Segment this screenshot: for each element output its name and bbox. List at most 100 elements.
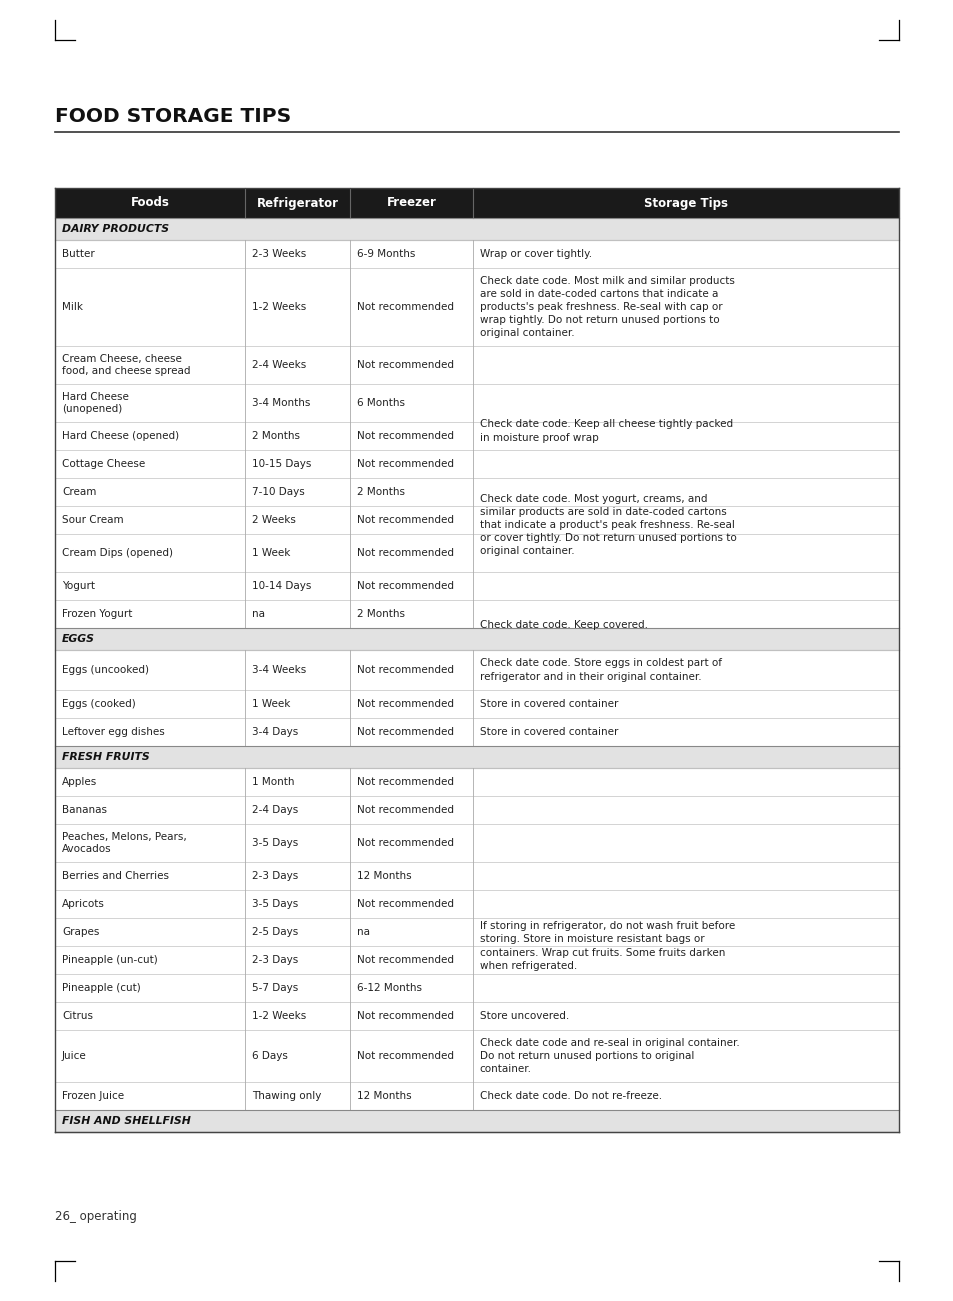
Bar — [55, 572, 898, 600]
Text: Check date code. Keep all cheese tightly packed
in moisture proof wrap: Check date code. Keep all cheese tightly… — [479, 419, 732, 442]
Text: 2 Months: 2 Months — [357, 609, 405, 619]
Text: 2-4 Weeks: 2-4 Weeks — [252, 360, 306, 369]
Text: Not recommended: Not recommended — [357, 360, 454, 369]
Bar — [55, 718, 898, 745]
Text: Wrap or cover tightly.: Wrap or cover tightly. — [479, 248, 591, 259]
Text: 6 Days: 6 Days — [252, 1051, 288, 1062]
Text: Pineapple (cut): Pineapple (cut) — [62, 984, 141, 993]
Text: Store in covered container: Store in covered container — [479, 699, 618, 709]
Text: Storage Tips: Storage Tips — [643, 196, 727, 209]
Text: Check date code. Most yogurt, creams, and
similar products are sold in date-code: Check date code. Most yogurt, creams, an… — [479, 493, 736, 557]
Text: Eggs (cooked): Eggs (cooked) — [62, 699, 135, 709]
Text: 6 Months: 6 Months — [357, 398, 405, 409]
Text: Thawing only: Thawing only — [252, 1092, 321, 1101]
Text: 3-4 Weeks: 3-4 Weeks — [252, 665, 306, 675]
Text: Apples: Apples — [62, 777, 97, 787]
Text: Not recommended: Not recommended — [357, 899, 454, 909]
Text: 3-4 Months: 3-4 Months — [252, 398, 310, 409]
Bar — [55, 974, 898, 1002]
Bar — [55, 1082, 898, 1110]
Text: 5-7 Days: 5-7 Days — [252, 984, 298, 993]
Text: 1 Month: 1 Month — [252, 777, 294, 787]
Text: Freezer: Freezer — [386, 196, 436, 209]
Text: Apricots: Apricots — [62, 899, 105, 909]
Bar — [55, 628, 898, 650]
Text: Check date code and re-seal in original container.
Do not return unused portions: Check date code and re-seal in original … — [479, 1038, 739, 1075]
Bar — [55, 239, 898, 268]
Text: Milk: Milk — [62, 302, 83, 312]
Bar — [55, 533, 898, 572]
Bar — [55, 1002, 898, 1030]
Bar — [55, 863, 898, 890]
Text: 1 Week: 1 Week — [252, 699, 290, 709]
Text: Not recommended: Not recommended — [357, 838, 454, 848]
Text: 12 Months: 12 Months — [357, 1092, 412, 1101]
Text: Hard Cheese
(unopened): Hard Cheese (unopened) — [62, 392, 129, 415]
Text: 2-5 Days: 2-5 Days — [252, 928, 298, 937]
Text: Berries and Cherries: Berries and Cherries — [62, 870, 169, 881]
Text: Not recommended: Not recommended — [357, 1051, 454, 1062]
Text: 1 Week: 1 Week — [252, 548, 290, 558]
Text: If storing in refrigerator, do not wash fruit before
storing. Store in moisture : If storing in refrigerator, do not wash … — [479, 921, 734, 971]
Text: Cream Cheese, cheese
food, and cheese spread: Cream Cheese, cheese food, and cheese sp… — [62, 354, 191, 376]
Text: 10-14 Days: 10-14 Days — [252, 582, 311, 591]
Bar — [55, 1110, 898, 1132]
Text: Not recommended: Not recommended — [357, 431, 454, 441]
Bar — [55, 650, 898, 690]
Text: Eggs (uncooked): Eggs (uncooked) — [62, 665, 149, 675]
Text: Not recommended: Not recommended — [357, 665, 454, 675]
Text: Frozen Juice: Frozen Juice — [62, 1092, 124, 1101]
Text: Yogurt: Yogurt — [62, 582, 95, 591]
Text: Not recommended: Not recommended — [357, 777, 454, 787]
Text: 3-4 Days: 3-4 Days — [252, 727, 298, 736]
Text: Not recommended: Not recommended — [357, 1011, 454, 1021]
Text: 10-15 Days: 10-15 Days — [252, 459, 311, 468]
Text: Cream: Cream — [62, 487, 96, 497]
Bar — [55, 796, 898, 824]
Text: Not recommended: Not recommended — [357, 582, 454, 591]
Text: 2-3 Days: 2-3 Days — [252, 955, 298, 965]
Text: Cottage Cheese: Cottage Cheese — [62, 459, 145, 468]
Text: Not recommended: Not recommended — [357, 727, 454, 736]
Text: 3-5 Days: 3-5 Days — [252, 838, 298, 848]
Text: EGGS: EGGS — [62, 634, 95, 644]
Text: FOOD STORAGE TIPS: FOOD STORAGE TIPS — [55, 107, 291, 126]
Text: 3-5 Days: 3-5 Days — [252, 899, 298, 909]
Text: Hard Cheese (opened): Hard Cheese (opened) — [62, 431, 179, 441]
Text: Bananas: Bananas — [62, 805, 107, 814]
Text: 6-12 Months: 6-12 Months — [357, 984, 422, 993]
Text: 12 Months: 12 Months — [357, 870, 412, 881]
Bar — [55, 745, 898, 768]
Bar — [55, 346, 898, 384]
Text: na: na — [357, 928, 370, 937]
Bar — [55, 450, 898, 477]
Text: 6-9 Months: 6-9 Months — [357, 248, 416, 259]
Text: 2 Weeks: 2 Weeks — [252, 515, 295, 526]
Bar — [55, 506, 898, 533]
Text: Sour Cream: Sour Cream — [62, 515, 124, 526]
Bar — [55, 422, 898, 450]
Text: Not recommended: Not recommended — [357, 955, 454, 965]
Bar — [55, 219, 898, 239]
Text: Peaches, Melons, Pears,
Avocados: Peaches, Melons, Pears, Avocados — [62, 831, 187, 855]
Text: Check date code. Most milk and similar products
are sold in date-coded cartons t: Check date code. Most milk and similar p… — [479, 276, 734, 338]
Text: Not recommended: Not recommended — [357, 459, 454, 468]
Text: Check date code. Do not re-freeze.: Check date code. Do not re-freeze. — [479, 1092, 661, 1101]
Text: 1-2 Weeks: 1-2 Weeks — [252, 1011, 306, 1021]
Bar — [55, 919, 898, 946]
Text: FRESH FRUITS: FRESH FRUITS — [62, 752, 150, 762]
Text: 1-2 Weeks: 1-2 Weeks — [252, 302, 306, 312]
Text: Cream Dips (opened): Cream Dips (opened) — [62, 548, 172, 558]
Text: na: na — [252, 609, 265, 619]
Text: Butter: Butter — [62, 248, 94, 259]
Text: Not recommended: Not recommended — [357, 515, 454, 526]
Text: Not recommended: Not recommended — [357, 699, 454, 709]
Text: Grapes: Grapes — [62, 928, 99, 937]
Text: 7-10 Days: 7-10 Days — [252, 487, 304, 497]
Text: Store in covered container: Store in covered container — [479, 727, 618, 736]
Text: 2 Months: 2 Months — [252, 431, 299, 441]
Bar — [55, 477, 898, 506]
Text: Foods: Foods — [131, 196, 170, 209]
Bar — [55, 890, 898, 919]
Text: 2-3 Weeks: 2-3 Weeks — [252, 248, 306, 259]
